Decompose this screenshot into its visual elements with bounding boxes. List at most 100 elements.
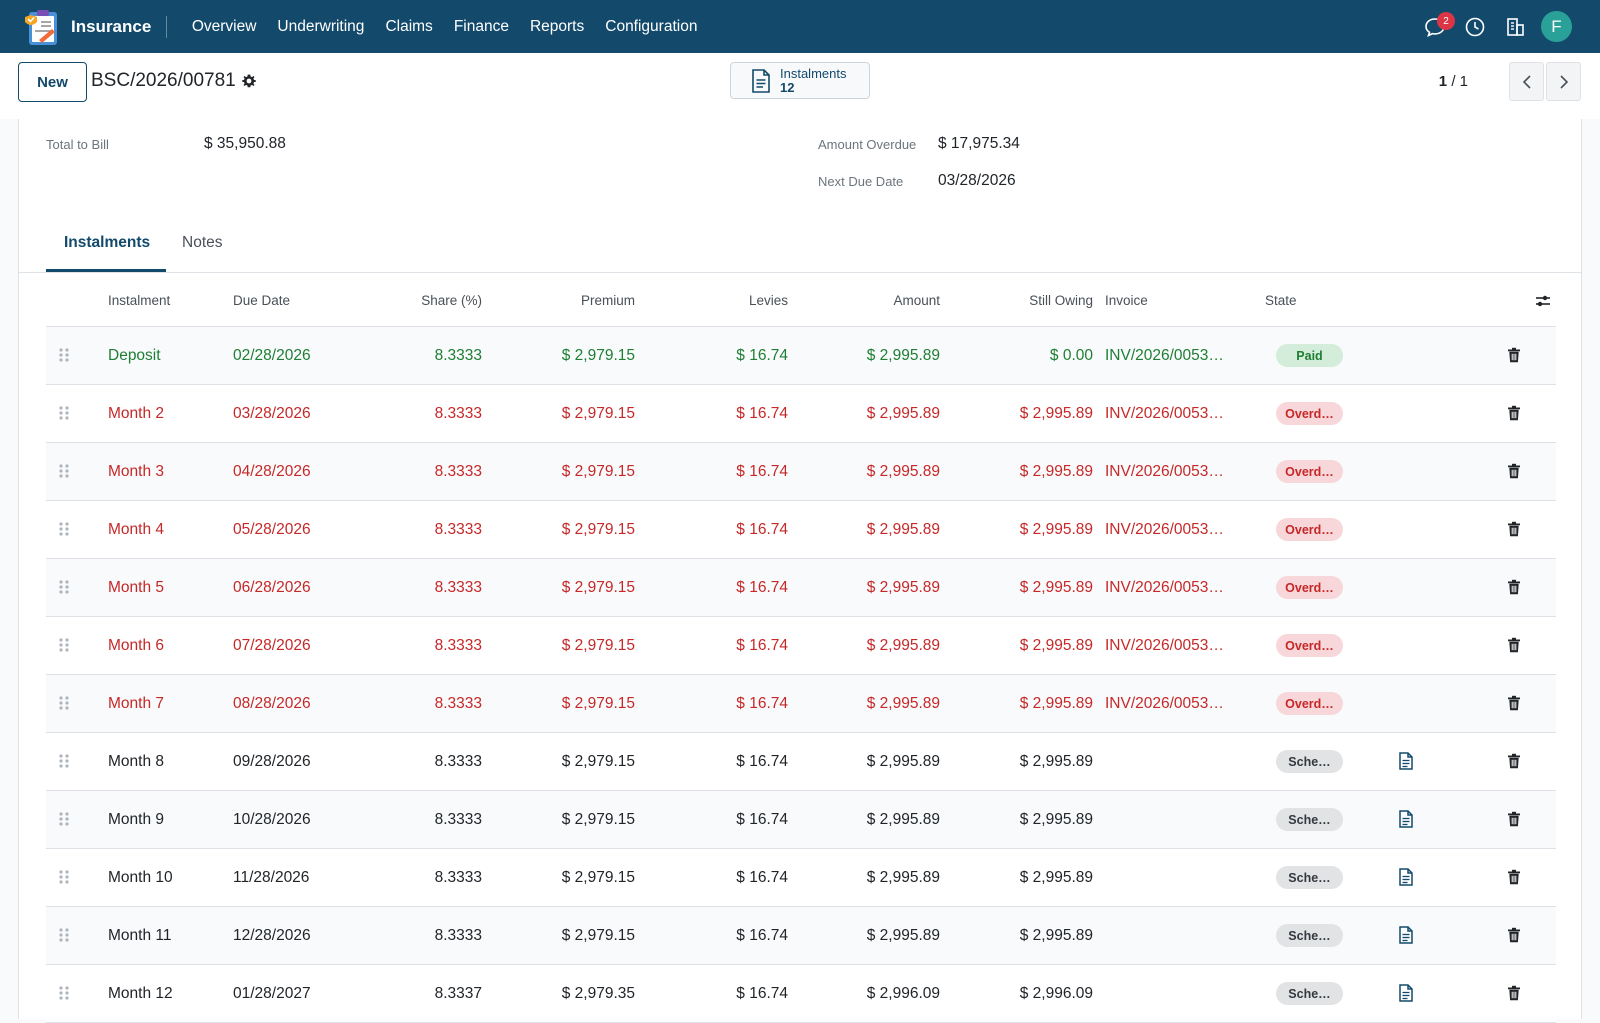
menu-item-claims[interactable]: Claims: [385, 17, 433, 35]
header-invoice[interactable]: Invoice: [1105, 293, 1148, 308]
drag-handle-icon[interactable]: [58, 637, 70, 658]
cell-invoice[interactable]: INV/2026/0053…: [1105, 463, 1224, 480]
cell-invoice[interactable]: INV/2026/0053…: [1105, 695, 1224, 712]
cell-still-owing[interactable]: $ 2,995.89: [1019, 463, 1093, 480]
drag-handle-icon[interactable]: [58, 695, 70, 716]
user-avatar[interactable]: F: [1541, 11, 1572, 42]
tab-notes[interactable]: Notes: [182, 234, 223, 251]
cell-premium[interactable]: $ 2,979.15: [561, 927, 635, 944]
cell-still-owing[interactable]: $ 2,995.89: [1019, 521, 1093, 538]
menu-item-finance[interactable]: Finance: [453, 17, 509, 35]
document-icon[interactable]: [1398, 868, 1414, 891]
pager-value[interactable]: 1 / 1: [1439, 73, 1468, 90]
cell-share[interactable]: 8.3333: [434, 695, 482, 712]
trash-icon[interactable]: [1507, 405, 1521, 426]
table-row[interactable]: Month 9 10/28/2026 8.3333 $ 2,979.15 $ 16.74…: [46, 791, 1556, 849]
cell-still-owing[interactable]: $ 2,995.89: [1019, 579, 1093, 596]
cell-due-date[interactable]: 09/28/2026: [233, 753, 311, 770]
cell-due-date[interactable]: 04/28/2026: [233, 463, 311, 480]
cell-due-date[interactable]: 11/28/2026: [233, 869, 310, 886]
cell-levies[interactable]: $ 16.74: [736, 695, 788, 712]
cell-due-date[interactable]: 12/28/2026: [233, 927, 311, 944]
cell-share[interactable]: 8.3333: [434, 927, 482, 944]
cell-amount[interactable]: $ 2,995.89: [866, 463, 940, 480]
cell-instalment[interactable]: Month 7: [108, 695, 165, 712]
cell-invoice[interactable]: INV/2026/0053…: [1105, 347, 1224, 364]
cell-instalment[interactable]: Month 9: [108, 811, 165, 828]
cell-amount[interactable]: $ 2,995.89: [866, 347, 940, 364]
cell-levies[interactable]: $ 16.74: [736, 927, 788, 944]
cell-share[interactable]: 8.3333: [434, 811, 482, 828]
record-actions-gear-icon[interactable]: [241, 73, 257, 94]
trash-icon[interactable]: [1507, 869, 1521, 890]
cell-levies[interactable]: $ 16.74: [736, 811, 788, 828]
cell-levies[interactable]: $ 16.74: [736, 463, 788, 480]
company-switcher-button[interactable]: [1495, 0, 1535, 53]
cell-premium[interactable]: $ 2,979.35: [561, 985, 635, 1002]
cell-share[interactable]: 8.3333: [434, 521, 482, 538]
cell-instalment[interactable]: Month 8: [108, 753, 165, 770]
cell-share[interactable]: 8.3333: [434, 637, 482, 654]
header-levies[interactable]: Levies: [748, 293, 788, 308]
new-button[interactable]: New: [18, 62, 87, 102]
trash-icon[interactable]: [1507, 753, 1521, 774]
cell-instalment[interactable]: Month 2: [108, 405, 165, 422]
cell-due-date[interactable]: 01/28/2027: [233, 985, 311, 1002]
cell-still-owing[interactable]: $ 2,995.89: [1019, 637, 1093, 654]
cell-levies[interactable]: $ 16.74: [736, 521, 788, 538]
table-row[interactable]: Month 2 03/28/2026 8.3333 $ 2,979.15 $ 16.74…: [46, 385, 1556, 443]
table-row[interactable]: Deposit 02/28/2026 8.3333 $ 2,979.15 $ 16.74…: [46, 327, 1556, 385]
drag-handle-icon[interactable]: [58, 347, 70, 368]
app-name[interactable]: Insurance: [71, 15, 168, 38]
column-settings-icon[interactable]: [1534, 292, 1552, 315]
cell-share[interactable]: 8.3333: [434, 579, 482, 596]
cell-share[interactable]: 8.3333: [434, 869, 482, 886]
trash-icon[interactable]: [1507, 521, 1521, 542]
menu-item-underwriting[interactable]: Underwriting: [277, 17, 365, 35]
cell-still-owing[interactable]: $ 0.00: [1049, 347, 1093, 364]
cell-still-owing[interactable]: $ 2,996.09: [1019, 985, 1093, 1002]
cell-levies[interactable]: $ 16.74: [736, 405, 788, 422]
table-row[interactable]: Month 6 07/28/2026 8.3333 $ 2,979.15 $ 16.74…: [46, 617, 1556, 675]
cell-due-date[interactable]: 07/28/2026: [233, 637, 311, 654]
cell-premium[interactable]: $ 2,979.15: [561, 405, 635, 422]
drag-handle-icon[interactable]: [58, 405, 70, 426]
header-amount[interactable]: Amount: [893, 293, 940, 308]
cell-premium[interactable]: $ 2,979.15: [561, 347, 635, 364]
header-due-date[interactable]: Due Date: [233, 293, 291, 308]
cell-instalment[interactable]: Month 5: [108, 579, 165, 596]
cell-amount[interactable]: $ 2,995.89: [866, 579, 940, 596]
trash-icon[interactable]: [1507, 463, 1521, 484]
menu-item-reports[interactable]: Reports: [529, 17, 585, 35]
cell-invoice[interactable]: INV/2026/0053…: [1105, 579, 1224, 596]
cell-still-owing[interactable]: $ 2,995.89: [1019, 811, 1093, 828]
cell-levies[interactable]: $ 16.74: [736, 753, 788, 770]
pager-next-button[interactable]: [1546, 62, 1581, 101]
cell-amount[interactable]: $ 2,995.89: [866, 869, 940, 886]
cell-due-date[interactable]: 02/28/2026: [233, 347, 311, 364]
cell-premium[interactable]: $ 2,979.15: [561, 463, 635, 480]
activity-button[interactable]: [1455, 0, 1495, 53]
trash-icon[interactable]: [1507, 695, 1521, 716]
cell-due-date[interactable]: 10/28/2026: [233, 811, 311, 828]
trash-icon[interactable]: [1507, 347, 1521, 368]
cell-instalment[interactable]: Month 4: [108, 521, 165, 538]
cell-instalment[interactable]: Month 10: [108, 869, 173, 886]
cell-invoice[interactable]: INV/2026/0053…: [1105, 521, 1224, 538]
drag-handle-icon[interactable]: [58, 869, 70, 890]
cell-levies[interactable]: $ 16.74: [736, 347, 788, 364]
table-row[interactable]: Month 4 05/28/2026 8.3333 $ 2,979.15 $ 16.74…: [46, 501, 1556, 559]
cell-amount[interactable]: $ 2,995.89: [866, 753, 940, 770]
document-icon[interactable]: [1398, 984, 1414, 1007]
cell-levies[interactable]: $ 16.74: [736, 637, 788, 654]
drag-handle-icon[interactable]: [58, 463, 70, 484]
cell-still-owing[interactable]: $ 2,995.89: [1019, 927, 1093, 944]
cell-amount[interactable]: $ 2,995.89: [866, 521, 940, 538]
cell-instalment[interactable]: Month 3: [108, 463, 165, 480]
table-row[interactable]: Month 3 04/28/2026 8.3333 $ 2,979.15 $ 16.74…: [46, 443, 1556, 501]
cell-instalment[interactable]: Month 6: [108, 637, 165, 654]
table-row[interactable]: Month 11 12/28/2026 8.3333 $ 2,979.15 $ 16.7…: [46, 907, 1556, 965]
table-row[interactable]: Month 10 11/28/2026 8.3333 $ 2,979.15 $ 16.7…: [46, 849, 1556, 907]
cell-due-date[interactable]: 08/28/2026: [233, 695, 311, 712]
drag-handle-icon[interactable]: [58, 521, 70, 542]
